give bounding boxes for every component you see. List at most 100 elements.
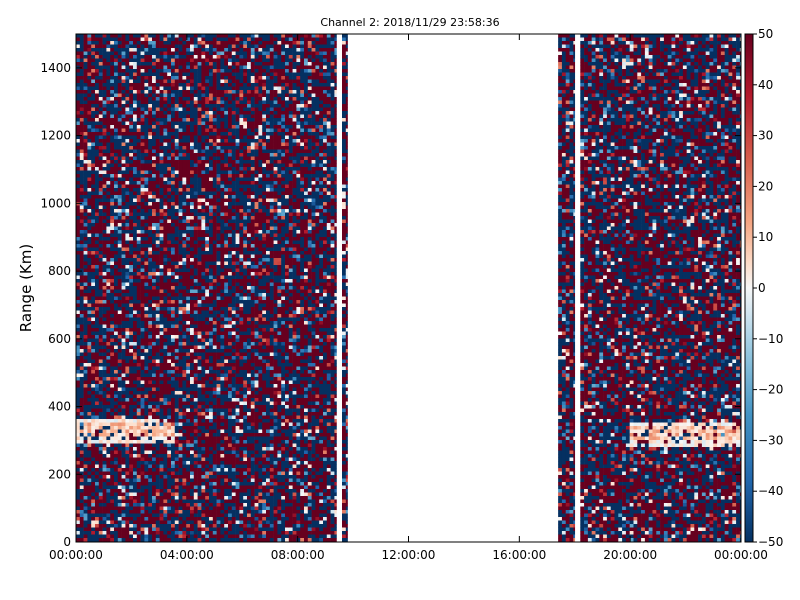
heatmap-cell	[114, 457, 119, 462]
heatmap-cell	[201, 443, 206, 448]
heatmap-cell	[178, 506, 183, 511]
heatmap-cell	[155, 324, 160, 329]
heatmap-cell	[129, 447, 134, 451]
heatmap-cell	[174, 356, 179, 360]
heatmap-cell	[155, 174, 160, 178]
heatmap-cell	[102, 251, 107, 255]
heatmap-cell	[193, 366, 198, 371]
heatmap-cell	[186, 48, 191, 52]
heatmap-cell	[186, 83, 191, 87]
heatmap-cell	[197, 496, 202, 500]
heatmap-cell	[87, 387, 92, 392]
heatmap-cell	[174, 170, 179, 175]
heatmap-cell	[91, 464, 96, 469]
heatmap-cell	[98, 464, 103, 469]
heatmap-cell	[140, 272, 145, 276]
heatmap-cell	[140, 436, 145, 441]
heatmap-cell	[148, 314, 153, 318]
heatmap-cell	[95, 191, 100, 196]
heatmap-cell	[140, 247, 145, 252]
heatmap-cell	[95, 209, 100, 213]
heatmap-cell	[171, 391, 176, 395]
heatmap-cell	[129, 384, 134, 388]
heatmap-cell	[133, 48, 138, 52]
heatmap-cell	[91, 261, 96, 266]
heatmap-cell	[163, 118, 168, 122]
heatmap-cell	[95, 90, 100, 94]
heatmap-cell	[114, 433, 119, 437]
heatmap-cell	[79, 429, 84, 434]
heatmap-cell	[152, 104, 157, 108]
heatmap-cell	[129, 167, 134, 171]
heatmap-cell	[167, 331, 172, 336]
heatmap-cell	[98, 391, 103, 395]
heatmap-cell	[83, 377, 88, 381]
heatmap-cell	[79, 261, 84, 266]
heatmap-cell	[155, 307, 160, 311]
heatmap-cell	[186, 485, 191, 490]
heatmap-cell	[91, 324, 96, 329]
heatmap-cell	[83, 142, 88, 147]
heatmap-cell	[102, 279, 107, 283]
heatmap-cell	[163, 191, 168, 196]
heatmap-cell	[163, 482, 168, 486]
heatmap-cell	[136, 342, 141, 346]
heatmap-cell	[201, 184, 206, 189]
heatmap-cell	[83, 317, 88, 322]
heatmap-cell	[106, 156, 111, 161]
heatmap-cell	[171, 300, 176, 304]
heatmap-cell	[121, 97, 126, 101]
heatmap-cell	[186, 415, 191, 420]
heatmap-cell	[186, 345, 191, 350]
heatmap-cell	[190, 48, 195, 52]
heatmap-cell	[190, 517, 195, 521]
heatmap-cell	[91, 328, 96, 332]
heatmap-cell	[140, 289, 145, 294]
heatmap-cell	[167, 205, 172, 210]
heatmap-cell	[114, 104, 119, 108]
heatmap-cell	[95, 440, 100, 444]
heatmap-cell	[190, 174, 195, 178]
heatmap-cell	[102, 223, 107, 227]
heatmap-cell	[110, 37, 115, 42]
heatmap-cell	[148, 464, 153, 469]
heatmap-cell	[110, 76, 115, 80]
heatmap-cell	[148, 447, 153, 451]
heatmap-cell	[190, 300, 195, 304]
heatmap-cell	[102, 146, 107, 150]
heatmap-cell	[167, 188, 172, 192]
heatmap-cell	[171, 342, 176, 346]
heatmap-cell	[190, 209, 195, 213]
heatmap-cell	[102, 398, 107, 402]
heatmap-cell	[110, 454, 115, 458]
heatmap-cell	[121, 457, 126, 462]
heatmap-cell	[114, 300, 119, 304]
heatmap-cell	[148, 415, 153, 420]
heatmap-cell	[121, 538, 126, 542]
heatmap-cell	[155, 219, 160, 224]
heatmap-cell	[201, 293, 206, 297]
heatmap-cell	[190, 527, 195, 532]
heatmap-cell	[117, 184, 122, 189]
heatmap-cell	[136, 132, 141, 136]
heatmap-cell	[102, 121, 107, 126]
heatmap-cell	[163, 233, 168, 238]
heatmap-cell	[133, 111, 138, 115]
heatmap-cell	[129, 79, 134, 84]
heatmap-cell	[186, 443, 191, 448]
heatmap-cell	[91, 471, 96, 476]
heatmap-cell	[148, 482, 153, 486]
heatmap-cell	[190, 219, 195, 224]
heatmap-cell	[114, 394, 119, 399]
heatmap-cell	[144, 142, 149, 147]
heatmap-cell	[110, 265, 115, 269]
heatmap-cell	[178, 205, 183, 210]
heatmap-cell	[193, 258, 198, 262]
heatmap-cell	[125, 216, 130, 220]
heatmap-cell	[163, 296, 168, 301]
heatmap-cell	[76, 394, 81, 399]
heatmap-cell	[171, 328, 176, 332]
heatmap-cell	[182, 223, 187, 227]
heatmap-cell	[98, 153, 103, 157]
heatmap-cell	[152, 531, 157, 535]
